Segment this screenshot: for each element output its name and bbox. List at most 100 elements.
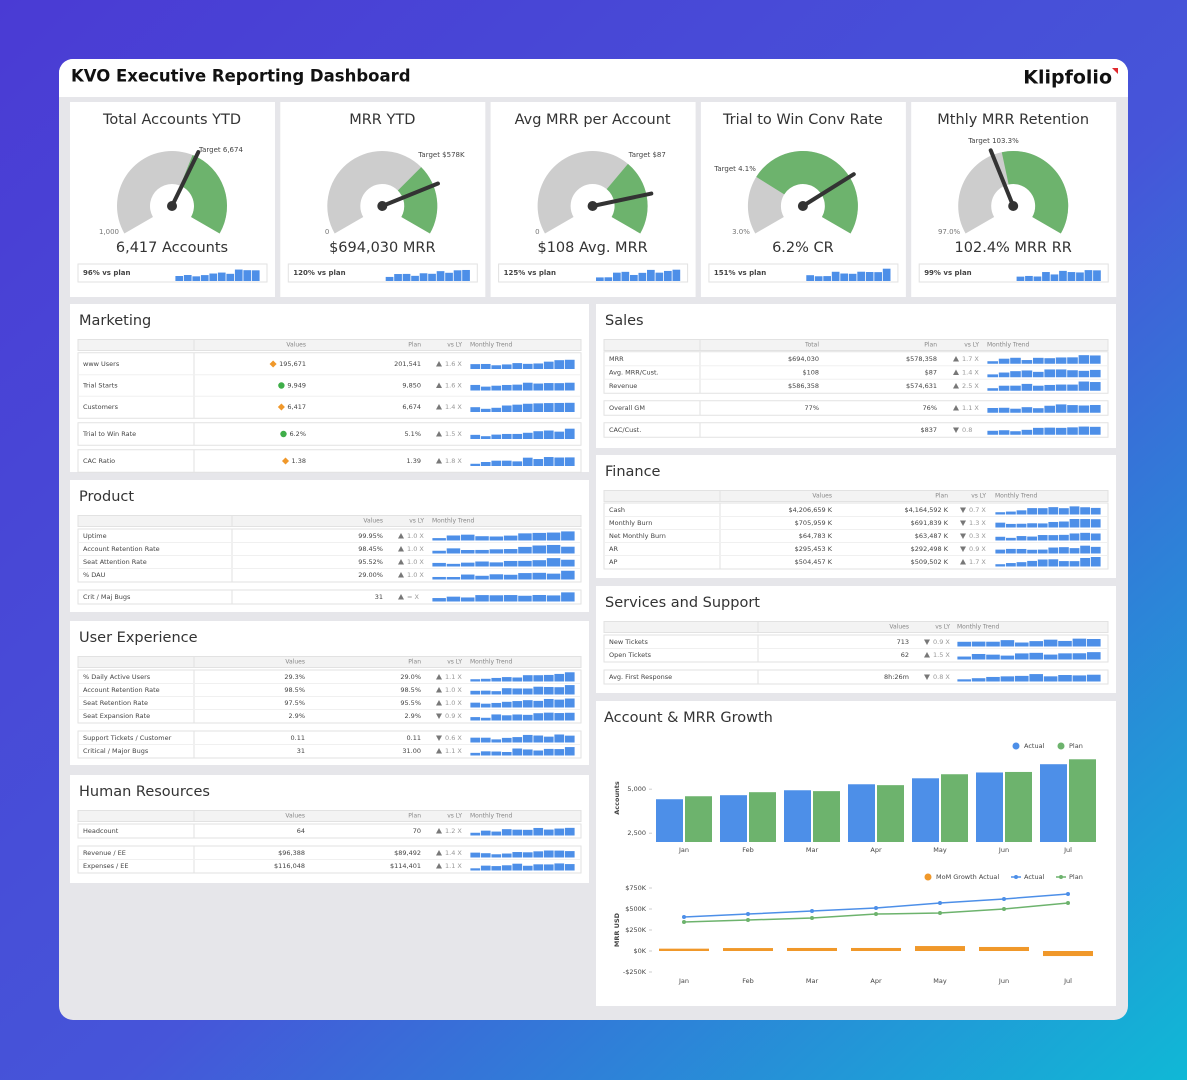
sparkline-bar: [1029, 641, 1043, 647]
x-tick-label: Feb: [742, 846, 754, 854]
column-header: vs LY: [964, 342, 979, 349]
line-point: [1066, 901, 1070, 906]
sparkline-bar: [432, 598, 446, 602]
sparkline-bar: [1059, 521, 1069, 528]
sparkline-bar: [512, 404, 523, 412]
sparkline-bar: [543, 850, 554, 858]
table-group: [603, 351, 1109, 394]
sparkline-bar: [501, 853, 512, 858]
gauge-min: 0: [325, 228, 329, 236]
table-header: [603, 621, 1109, 633]
column-header: Plan: [408, 342, 421, 349]
panel-title: Human Resources: [79, 784, 210, 800]
sparkline-bar: [987, 361, 998, 364]
table-group: [603, 502, 1109, 570]
sparkline-bar: [491, 691, 502, 695]
table-header: [603, 339, 1109, 351]
line-point: [938, 901, 942, 906]
sparkline-bar: [533, 700, 544, 708]
sparkline-bar: [1059, 270, 1067, 281]
sparkline-bar: [200, 275, 209, 281]
trend-arrow-up: [436, 404, 442, 410]
sparkline-bar: [1043, 654, 1058, 660]
gauge-title: MRR YTD: [349, 112, 415, 128]
column-header: Plan: [408, 659, 421, 666]
trend-arrow-up: [924, 652, 930, 658]
sparkline-bar: [501, 715, 512, 721]
sparkline-bar: [554, 673, 565, 682]
legend-label: Actual: [1024, 873, 1045, 881]
trend-arrow-up: [436, 850, 442, 856]
trend-arrow-up: [398, 594, 404, 600]
sparkline-bar: [564, 747, 575, 756]
sparkline-bar: [1078, 370, 1090, 378]
gauge-plan: 96% vs plan: [83, 269, 130, 277]
sparkline-bar: [554, 713, 565, 721]
sparkline-bar: [1055, 357, 1067, 364]
row-label: Revenue / EE: [83, 849, 126, 857]
sparkline-bar: [532, 560, 546, 567]
sparkline-bar: [446, 596, 461, 602]
sparkline-bar: [1048, 507, 1059, 515]
cell-value: 713: [897, 638, 909, 646]
gauge-range: [1001, 151, 1069, 234]
x-tick-label: Jul: [1063, 977, 1072, 985]
bar: [851, 947, 901, 951]
sparkline-bar: [512, 829, 523, 836]
row-label: New Tickets: [609, 638, 648, 646]
legend-swatch: [1059, 875, 1063, 879]
cell-value: $4,164,592 K: [904, 506, 948, 514]
sparkline-bar: [543, 430, 554, 439]
sparkline-bar: [480, 853, 491, 858]
panel-title: Account & MRR Growth: [604, 710, 773, 726]
gauge-needle: [170, 150, 201, 208]
row-label: Seat Attention Rate: [83, 558, 147, 566]
sparkline-bar: [217, 272, 226, 281]
sparkline-bar: [501, 701, 512, 708]
sparkline-bar: [1055, 404, 1067, 413]
gauge-value: 6,417 Accounts: [116, 240, 228, 256]
sparkline-bar: [1044, 369, 1055, 378]
sparkline-bar: [995, 512, 1006, 515]
sparkline-bar: [445, 272, 453, 281]
sparkline-bar: [564, 428, 575, 439]
column-header: Plan: [924, 342, 937, 349]
sparkline-bar: [987, 430, 998, 435]
sparkline-bar: [1027, 536, 1037, 541]
gauge-target: Target 4.1%: [713, 165, 756, 173]
sparkline-bar: [1044, 358, 1055, 364]
sparkline-bar: [1055, 369, 1067, 378]
sparkline-bar: [546, 558, 561, 567]
sparkline-bar: [613, 272, 621, 281]
cell-value: 98.5%: [284, 686, 305, 694]
row-label: CAC Ratio: [83, 457, 115, 465]
column-header: Monthly Trend: [470, 342, 513, 349]
vs-ly: 1.0 X: [407, 532, 424, 540]
panel-title: Services and Support: [605, 595, 760, 611]
x-tick-label: Jul: [1063, 846, 1072, 854]
sparkline-bar: [501, 433, 512, 439]
sparkline-bar: [1050, 274, 1059, 281]
sparkline-bar: [957, 641, 971, 647]
trend-arrow-up: [953, 383, 959, 389]
sparkline-bar: [1069, 548, 1080, 554]
column-header: vs LY: [447, 342, 462, 349]
sparkline-bar: [1090, 507, 1101, 515]
sparkline-bar: [564, 685, 575, 695]
column-header: Monthly Trend: [470, 659, 513, 666]
cell-value: 9,949: [287, 382, 306, 390]
sparkline-bar: [561, 559, 575, 567]
status-warning: [269, 360, 277, 368]
bar: [659, 948, 709, 951]
row-label: Open Tickets: [609, 651, 652, 659]
sparkline-bar: [823, 276, 831, 281]
sparkline-bar: [1006, 511, 1016, 515]
y-tick-label: $500K: [625, 905, 647, 913]
sparkline-bar: [1033, 357, 1044, 364]
legend-label: Actual: [1024, 742, 1045, 750]
sparkline-bar: [638, 272, 647, 281]
gauge-min: 97.0%: [938, 228, 961, 236]
cell-value: 76%: [923, 404, 937, 412]
sparkline-bar: [1067, 357, 1078, 364]
sparkline-bar: [533, 459, 544, 466]
